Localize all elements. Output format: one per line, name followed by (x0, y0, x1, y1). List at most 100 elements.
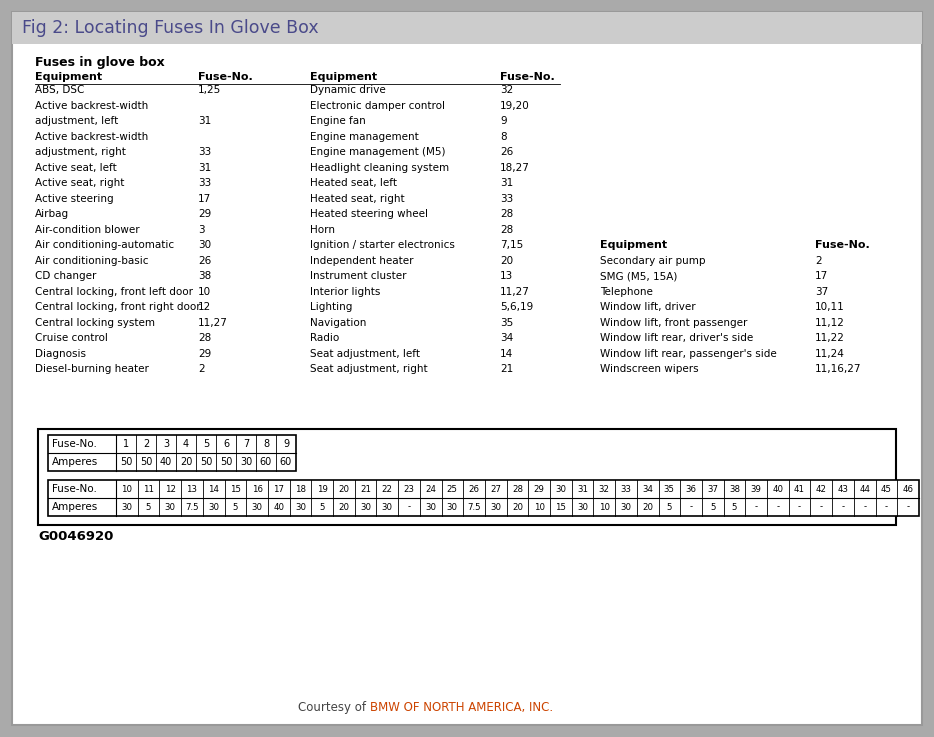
Text: 16: 16 (251, 484, 262, 494)
Text: Fuse-No.: Fuse-No. (52, 484, 97, 494)
Text: 8: 8 (500, 131, 506, 142)
Text: 5: 5 (319, 503, 325, 511)
Text: Engine management: Engine management (310, 131, 418, 142)
Text: 40: 40 (160, 457, 172, 467)
Text: Airbag: Airbag (35, 209, 69, 219)
Text: Active seat, left: Active seat, left (35, 162, 117, 172)
Text: Telephone: Telephone (600, 287, 653, 296)
Text: Fuse-No.: Fuse-No. (52, 439, 97, 449)
Text: 30: 30 (164, 503, 176, 511)
Text: 7: 7 (243, 439, 249, 449)
Text: 28: 28 (500, 225, 514, 234)
Text: -: - (755, 503, 757, 511)
Text: 13: 13 (187, 484, 197, 494)
Text: -: - (689, 503, 693, 511)
Text: Central locking, front left door: Central locking, front left door (35, 287, 193, 296)
Text: 11,16,27: 11,16,27 (815, 364, 861, 374)
Text: Fig 2: Locating Fuses In Glove Box: Fig 2: Locating Fuses In Glove Box (22, 19, 318, 37)
Text: 32: 32 (599, 484, 610, 494)
Text: 30: 30 (425, 503, 436, 511)
Text: 13: 13 (500, 271, 514, 281)
Text: Equipment: Equipment (310, 72, 377, 82)
Text: 5: 5 (667, 503, 672, 511)
Text: Active backrest-width: Active backrest-width (35, 131, 149, 142)
Text: 44: 44 (859, 484, 870, 494)
Text: 30: 30 (577, 503, 588, 511)
Text: Amperes: Amperes (52, 502, 98, 512)
Text: Instrument cluster: Instrument cluster (310, 271, 406, 281)
Text: 8: 8 (263, 439, 269, 449)
Text: 30: 30 (295, 503, 306, 511)
Text: 35: 35 (500, 318, 514, 327)
Text: 20: 20 (643, 503, 653, 511)
Text: -: - (798, 503, 801, 511)
Text: 26: 26 (198, 256, 211, 265)
Text: Electronic damper control: Electronic damper control (310, 100, 445, 111)
Text: 30: 30 (240, 457, 252, 467)
Text: 15: 15 (556, 503, 566, 511)
Text: SMG (M5, 15A): SMG (M5, 15A) (600, 271, 677, 281)
Text: 15: 15 (230, 484, 241, 494)
Text: 34: 34 (643, 484, 653, 494)
Bar (48, 480, 919, 516)
Text: 10,11: 10,11 (815, 302, 844, 312)
Text: 12: 12 (164, 484, 176, 494)
Text: 26: 26 (469, 484, 479, 494)
Text: Engine management (M5): Engine management (M5) (310, 147, 446, 157)
Text: 35: 35 (664, 484, 675, 494)
Text: 34: 34 (500, 333, 514, 343)
Text: 30: 30 (620, 503, 631, 511)
Text: Fuse-No.: Fuse-No. (198, 72, 253, 82)
Text: 50: 50 (140, 457, 152, 467)
Text: 5: 5 (710, 503, 715, 511)
Text: Ignition / starter electronics: Ignition / starter electronics (310, 240, 455, 250)
Text: 33: 33 (500, 194, 514, 203)
Text: 40: 40 (772, 484, 784, 494)
Text: 30: 30 (490, 503, 502, 511)
Text: 14: 14 (208, 484, 219, 494)
Text: Navigation: Navigation (310, 318, 366, 327)
Text: 33: 33 (620, 484, 631, 494)
Text: 29: 29 (198, 349, 211, 358)
Text: 33: 33 (198, 178, 211, 188)
Text: Equipment: Equipment (600, 240, 667, 250)
Text: 17: 17 (815, 271, 828, 281)
Text: 11,27: 11,27 (500, 287, 530, 296)
Text: Courtesy of: Courtesy of (298, 700, 370, 713)
Text: 23: 23 (403, 484, 415, 494)
Text: 40: 40 (274, 503, 284, 511)
Text: Central locking, front right door: Central locking, front right door (35, 302, 201, 312)
Text: 10: 10 (198, 287, 211, 296)
Text: 24: 24 (425, 484, 436, 494)
Text: 7,15: 7,15 (500, 240, 523, 250)
Text: Heated seat, left: Heated seat, left (310, 178, 397, 188)
Text: 11,12: 11,12 (815, 318, 845, 327)
Text: 20: 20 (512, 503, 523, 511)
Text: 46: 46 (902, 484, 913, 494)
Text: 50: 50 (120, 457, 133, 467)
Text: 19,20: 19,20 (500, 100, 530, 111)
Text: 41: 41 (794, 484, 805, 494)
Text: Seat adjustment, right: Seat adjustment, right (310, 364, 428, 374)
Text: BMW OF NORTH AMERICA, INC.: BMW OF NORTH AMERICA, INC. (370, 700, 553, 713)
Text: 7.5: 7.5 (467, 503, 481, 511)
Text: 7.5: 7.5 (185, 503, 199, 511)
Text: -: - (907, 503, 910, 511)
Text: 38: 38 (729, 484, 740, 494)
Text: Engine fan: Engine fan (310, 116, 366, 126)
Text: 37: 37 (707, 484, 718, 494)
Text: Air conditioning-basic: Air conditioning-basic (35, 256, 149, 265)
Text: 5: 5 (146, 503, 151, 511)
Text: 30: 30 (360, 503, 371, 511)
Text: 50: 50 (200, 457, 212, 467)
Text: Dynamic drive: Dynamic drive (310, 85, 386, 95)
Text: 30: 30 (198, 240, 211, 250)
Text: 30: 30 (208, 503, 219, 511)
Text: 38: 38 (198, 271, 211, 281)
Text: Headlight cleaning system: Headlight cleaning system (310, 162, 449, 172)
Text: -: - (407, 503, 411, 511)
Text: 39: 39 (751, 484, 761, 494)
Text: Horn: Horn (310, 225, 335, 234)
Text: -: - (820, 503, 823, 511)
Text: adjustment, left: adjustment, left (35, 116, 119, 126)
